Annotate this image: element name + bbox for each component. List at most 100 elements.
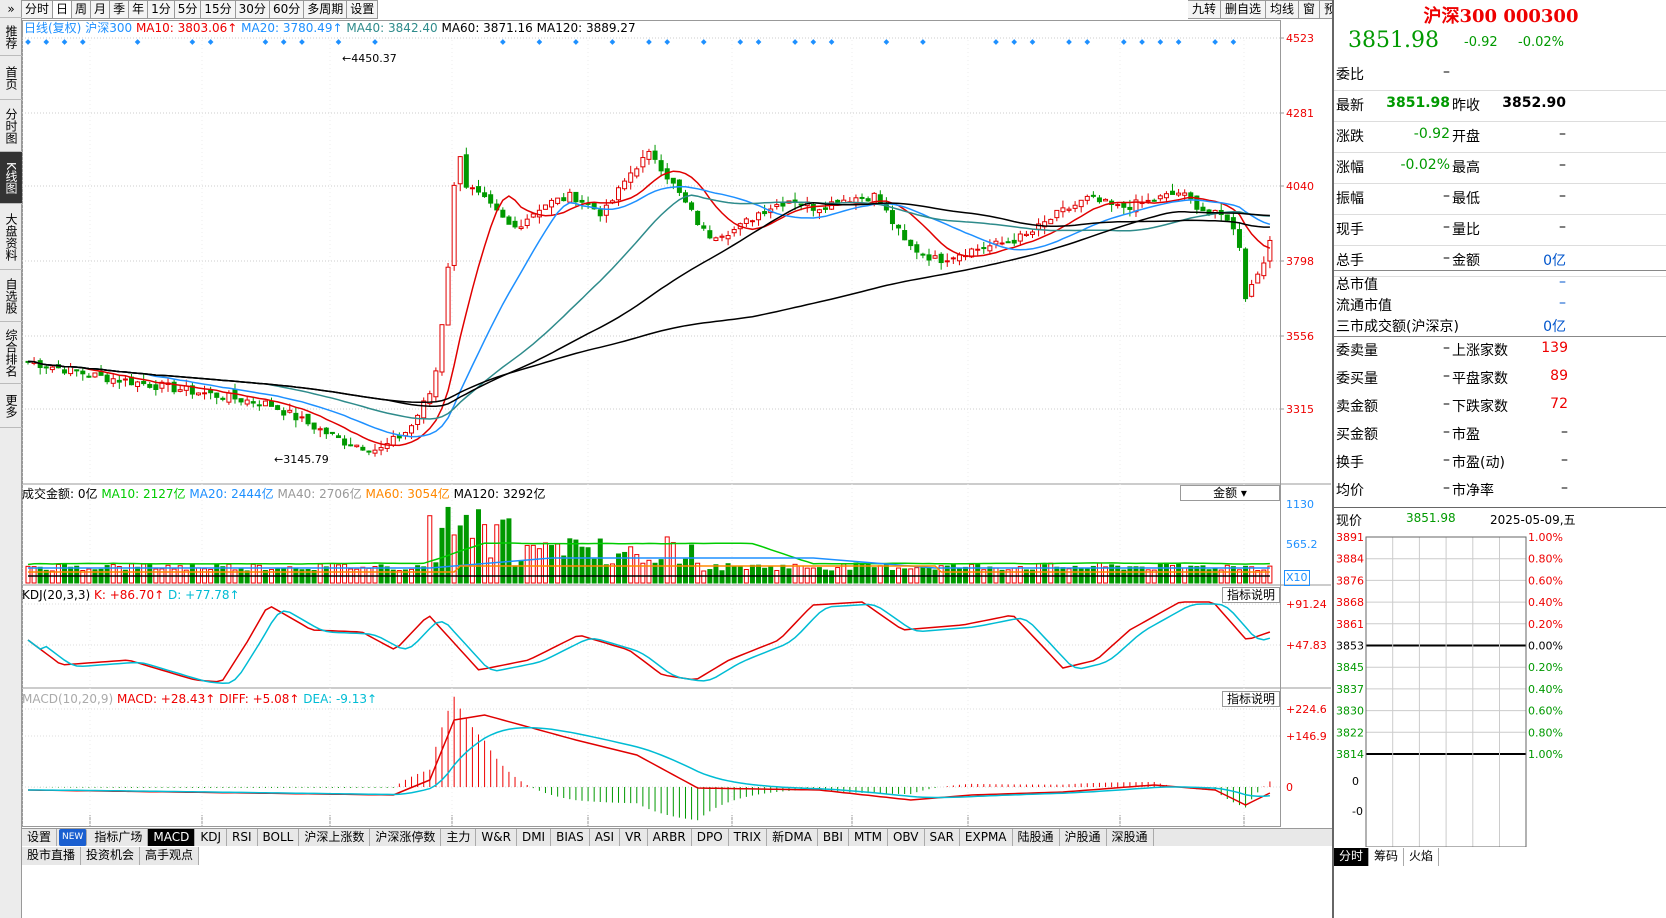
vol-bar <box>1072 565 1078 584</box>
bottom1-13[interactable]: ASI <box>590 829 621 846</box>
rows-4-v: – <box>1443 188 1450 204</box>
tabs-9[interactable]: 30分 <box>235 0 270 19</box>
price-tick: 4040 <box>1286 180 1314 193</box>
bottom1-26[interactable]: 深股通 <box>1107 829 1154 846</box>
bottom2-0[interactable]: 股市直播 <box>22 847 82 865</box>
bottom1-24[interactable]: 陆股通 <box>1013 829 1060 846</box>
tabs-7[interactable]: 5分 <box>174 0 202 19</box>
bottom1-2[interactable]: 指标广场 <box>89 829 149 846</box>
candle-body <box>731 229 737 234</box>
price-legend: 日线(复权) 沪深300 MA10: 3803.06↑ MA20: 3780.4… <box>24 21 636 35</box>
signal-mark <box>335 39 342 45</box>
tabs-2[interactable]: 周 <box>72 0 92 19</box>
rows-4-v2: – <box>1559 188 1566 204</box>
vol-bar <box>62 564 68 584</box>
vol-bar <box>768 566 774 584</box>
tools-1[interactable]: 删自选 <box>1221 0 1267 19</box>
tools-0[interactable]: 九转 <box>1188 0 1222 19</box>
bottom2-2[interactable]: 高手观点 <box>140 847 200 865</box>
bottom1-17[interactable]: TRIX <box>729 829 768 846</box>
tabs-3[interactable]: 月 <box>91 0 111 19</box>
bottom1-8[interactable]: 沪深涨停数 <box>370 829 442 846</box>
bottom1-0[interactable]: 设置 <box>22 829 58 846</box>
rows-1-l2: 昨收 <box>1452 98 1480 114</box>
bottom1-16[interactable]: DPO <box>692 829 729 846</box>
macd-tick: +146.9 <box>1286 730 1327 743</box>
bottom1-25[interactable]: 沪股通 <box>1060 829 1107 846</box>
rows-3-l2: 最高 <box>1452 160 1480 176</box>
tabs-11[interactable]: 多周期 <box>304 0 348 19</box>
price-tick: 4523 <box>1286 32 1314 45</box>
candle-body <box>865 198 871 202</box>
mini-left-tick: 3861 <box>1336 618 1364 631</box>
rows-5-l: 现手 <box>1336 222 1364 238</box>
bottom1-3[interactable]: MACD <box>148 829 196 846</box>
tools-3[interactable]: 窗 <box>1299 0 1321 19</box>
kdj-explain-button[interactable]: 指标说明 <box>1222 587 1281 603</box>
signal-mark <box>700 39 707 45</box>
tabs-1[interactable]: 日 <box>53 0 73 19</box>
vol-bar <box>944 565 950 584</box>
sidebar-item-recommend[interactable]: 推荐 <box>0 18 22 56</box>
bottom1-23[interactable]: EXPMA <box>960 829 1013 846</box>
tabs-6[interactable]: 1分 <box>148 0 175 19</box>
sidebar-item-timeshare[interactable]: 分时图 <box>0 100 22 152</box>
vol-bar <box>421 566 427 584</box>
bottom1-20[interactable]: MTM <box>849 829 888 846</box>
volume-type-select[interactable]: 金额 ▾ <box>1180 485 1280 501</box>
vol-bar <box>360 566 366 584</box>
candle-body <box>725 235 731 240</box>
tabs-0[interactable]: 分时 <box>22 0 54 19</box>
rtabs-0[interactable]: 分时 <box>1334 848 1370 866</box>
candle-body <box>189 385 195 395</box>
rtabs-2[interactable]: 火焰 <box>1404 848 1440 866</box>
bottom1-15[interactable]: ARBR <box>648 829 692 846</box>
bottom2-1[interactable]: 投资机会 <box>81 847 141 865</box>
bottom1-18[interactable]: 新DMA <box>767 829 818 846</box>
bottom1-5[interactable]: RSI <box>227 829 258 846</box>
bottom1-14[interactable]: VR <box>620 829 648 846</box>
bottom1-19[interactable]: BBI <box>818 829 849 846</box>
bottom1-12[interactable]: BIAS <box>551 829 590 846</box>
expand-arrow-icon[interactable]: » <box>0 0 22 18</box>
candle-body <box>749 220 755 223</box>
vol-bar <box>323 566 329 584</box>
sidebar-item-more[interactable]: 更多 <box>0 384 22 428</box>
sidebar-item-watchlist[interactable]: 自选股 <box>0 270 22 322</box>
bottom1-10[interactable]: W&R <box>476 829 517 846</box>
sidebar-item-kline[interactable]: K线图 <box>0 152 22 204</box>
vol-bar <box>591 558 597 584</box>
period-tabs: 分时日周月季年 1分 5分 15分 30分 60分 多周期 设置 <box>22 0 1412 20</box>
candle-body <box>932 255 938 259</box>
candles <box>25 144 1273 457</box>
bottom1-4[interactable]: KDJ <box>195 829 227 846</box>
bottom1-9[interactable]: 主力 <box>441 829 477 846</box>
rows-2-v2: – <box>1559 126 1566 142</box>
vol-bar <box>756 564 762 584</box>
candle-body <box>1096 197 1102 203</box>
bottom1-11[interactable]: DMI <box>517 829 552 846</box>
tabs-4[interactable]: 季 <box>110 0 130 19</box>
bottom1-6[interactable]: BOLL <box>258 829 300 846</box>
tabs-12[interactable]: 设置 <box>347 0 379 19</box>
tabs-5[interactable]: 年 <box>129 0 149 19</box>
kline-chart[interactable]: 4523428140403798355633150708091011120102… <box>22 20 1332 838</box>
candle-body <box>1255 273 1261 284</box>
macd-explain-button[interactable]: 指标说明 <box>1222 691 1281 707</box>
tabs-8[interactable]: 15分 <box>201 0 236 19</box>
bottom1-22[interactable]: SAR <box>925 829 960 846</box>
bottom1-1[interactable]: NEW <box>59 829 88 846</box>
bottom1-21[interactable]: OBV <box>888 829 925 846</box>
sidebar-item-home[interactable]: 首页 <box>0 56 22 100</box>
sidebar-item-market-data[interactable]: 大盘资料 <box>0 204 22 270</box>
tabs-10[interactable]: 60分 <box>269 0 305 19</box>
rtabs-1[interactable]: 筹码 <box>1369 848 1405 866</box>
candle-body <box>719 235 725 238</box>
sidebar-item-ranking[interactable]: 综合排名 <box>0 322 22 384</box>
mini-timeshare-chart[interactable]: 3891 1.00% 3884 0.80% 3876 0.60% 3868 0.40% 3861… <box>1334 527 1666 847</box>
rows3-3-v2: – <box>1561 424 1568 440</box>
candle-body <box>451 184 457 266</box>
candle-body <box>421 400 427 419</box>
bottom1-7[interactable]: 沪深上涨数 <box>299 829 371 846</box>
tools-2[interactable]: 均线 <box>1266 0 1300 19</box>
